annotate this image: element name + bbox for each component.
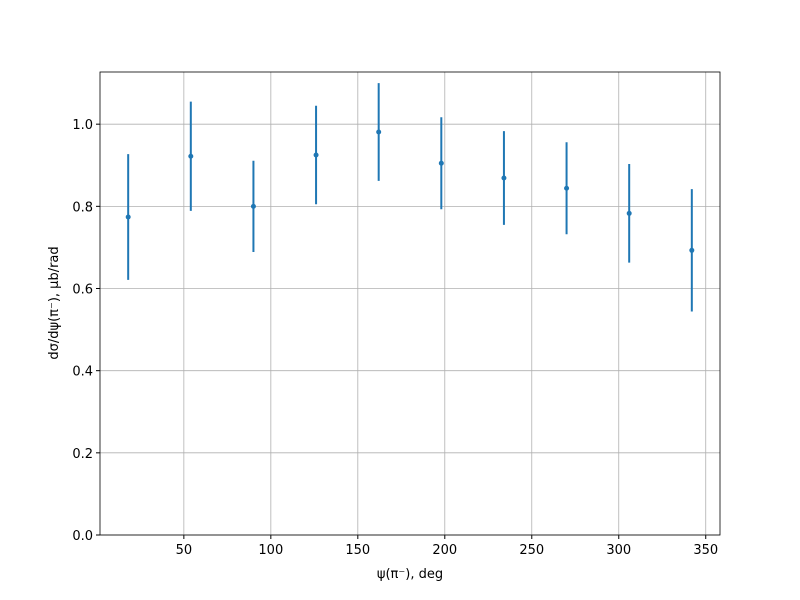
y-axis-label: dσ/dψ(π⁻), μb/rad [47,246,62,359]
x-tick-label: 300 [606,543,631,558]
data-point [188,153,194,159]
x-axis-label: ψ(π⁻), deg [377,567,443,582]
x-tick-label: 250 [519,543,544,558]
data-point [564,185,570,191]
data-point [376,129,382,135]
y-tick-label: 1.0 [72,118,93,133]
y-tick-label: 0.0 [72,529,93,544]
data-point [250,203,256,209]
x-tick-label: 350 [693,543,718,558]
data-point [626,210,632,216]
y-tick-label: 0.6 [72,283,93,298]
data-point [438,160,444,166]
data-point [125,214,131,220]
data-point [689,247,695,253]
data-point [501,175,507,181]
plot-frame [99,71,721,536]
y-tick-label: 0.4 [72,365,93,380]
y-tick-label: 0.8 [72,200,93,215]
y-tick-label: 0.2 [72,447,93,462]
data-point [313,152,319,158]
x-tick-label: 50 [176,543,193,558]
x-tick-label: 200 [432,543,457,558]
x-tick-label: 100 [258,543,283,558]
x-tick-label: 150 [345,543,370,558]
